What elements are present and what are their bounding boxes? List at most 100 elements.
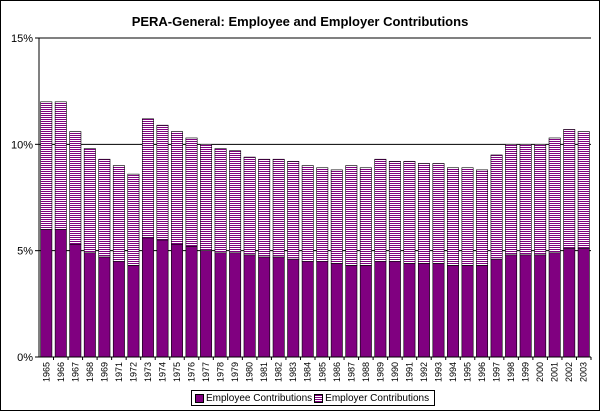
bar-employee [330,263,343,358]
bar-employer [330,169,343,264]
bar-employee [316,260,329,358]
x-tick-label: 1966 [56,362,66,382]
bar-employer [316,167,329,262]
x-tick-label: 2001 [550,362,560,382]
bar-employer [200,144,213,251]
legend-label-employee: Employee Contributions [206,392,313,404]
bar-employer [98,158,111,258]
x-tick-label: 1999 [521,362,531,382]
bar-employer [461,167,474,266]
bar-employee [563,248,576,358]
bar-employer [127,173,140,266]
x-tick-label: 1972 [128,362,138,382]
bar-employer [432,163,445,264]
x-tick-label: 2002 [564,362,574,382]
x-tick-label: 1983 [288,362,298,382]
bar-employee [374,260,387,358]
legend-label-employer: Employer Contributions [325,392,430,404]
chart-title: PERA-General: Employee and Employer Cont… [131,14,469,29]
x-tick-label: 1980 [245,362,255,382]
bar-employer [403,161,416,264]
x-tick-label: 1967 [70,362,80,382]
x-tick-label: 1976 [187,362,197,382]
x-tick-label: 1985 [317,362,327,382]
bar-employer [141,118,154,239]
bar-employee [112,260,125,358]
bar-employee [447,265,459,358]
bar-employer [243,156,256,256]
bar-employer [548,137,561,254]
bar-employee [98,256,111,358]
bar-employee [359,265,372,358]
bar-employee [519,254,532,358]
x-tick-label: 1998 [506,362,516,382]
bar-employer [40,101,53,230]
bar-employee [272,256,285,358]
bar-employee [287,258,300,358]
bar-employer [388,161,401,262]
bar-employer [490,154,503,260]
bar-employer [577,131,590,249]
bar-employee [476,265,489,358]
bar-employee [548,252,561,358]
bar-employee [229,252,242,358]
bar-employer [214,148,227,254]
bar-employer [447,167,459,266]
bar-employer [476,169,489,266]
x-tick-label: 1990 [390,362,400,382]
x-tick-label: 1971 [114,362,124,382]
bar-employer [563,129,576,249]
x-tick-label: 1986 [332,362,342,382]
bar-employee [243,254,256,358]
legend-swatch-employee [195,393,204,403]
legend: Employee Contributions Employer Contribu… [191,390,436,406]
bar-employee [156,239,169,358]
legend-swatch-employer [314,393,324,403]
y-tick-label: 5% [17,246,33,258]
bar-employer [301,165,314,262]
x-tick-label: 1973 [143,362,153,382]
bar-employer [258,158,271,258]
bar-employer [417,163,430,264]
bar-employee [127,265,140,358]
x-tick-label: 1974 [157,362,167,382]
x-tick-label: 1994 [448,362,458,382]
bar-employer [229,150,242,254]
bar-employee [200,250,213,358]
bar-employer [505,144,518,256]
x-tick-label: 2000 [535,362,545,382]
x-tick-label: 1991 [404,362,414,382]
bar-employee [185,246,198,358]
x-tick-label: 1968 [85,362,95,382]
bar-employer [112,165,125,262]
bar-employee [577,248,590,358]
x-tick-label: 1984 [303,362,313,382]
bar-employee [141,237,154,358]
bar-employer [54,101,67,230]
bar-employer [156,124,169,241]
x-tick-label: 1975 [172,362,182,382]
bar-employee [214,252,227,358]
x-tick-label: 1987 [346,362,356,382]
x-tick-label: 1982 [274,362,284,382]
bar-employee [417,263,430,358]
bar-employer [345,165,358,266]
x-tick-label: 1979 [230,362,240,382]
bar-employer [519,144,532,256]
x-tick-label: 1978 [216,362,226,382]
y-tick-label: 10% [11,139,33,151]
legend-item-employer: Employer Contributions [314,393,429,404]
y-tick-label: 15% [11,33,33,45]
bar-employee [403,263,416,358]
y-tick-label: 0% [17,352,33,364]
x-tick-label: 1988 [361,362,371,382]
x-tick-label: 1965 [41,362,51,382]
bar-employee [301,260,314,358]
legend-item-employee: Employee Contributions [195,393,312,404]
x-tick-label: 1993 [433,362,443,382]
bar-employer [185,137,198,247]
bar-employer [83,148,96,254]
bar-employee [505,254,518,358]
